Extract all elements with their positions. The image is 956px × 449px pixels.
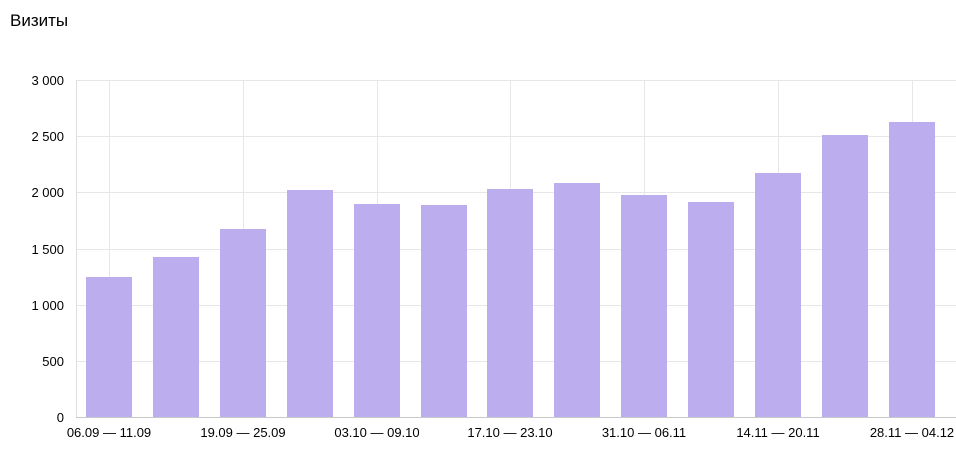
x-axis-tick-label: 03.10 — 09.10 [334, 425, 420, 440]
bar[interactable] [755, 173, 801, 417]
bar[interactable] [354, 204, 400, 417]
bar[interactable] [86, 277, 132, 417]
h-gridline [76, 417, 956, 418]
y-axis-tick-label: 1 500 [31, 242, 64, 257]
bar[interactable] [220, 229, 266, 417]
y-axis-tick-label: 500 [42, 354, 64, 369]
y-axis-tick-label: 2 000 [31, 185, 64, 200]
bar[interactable] [153, 257, 199, 417]
bar[interactable] [688, 202, 734, 417]
bar[interactable] [487, 189, 533, 417]
bar[interactable] [822, 135, 868, 417]
y-axis-tick-label: 1 000 [31, 298, 64, 313]
x-axis-tick-label: 28.11 — 04.12 [869, 425, 955, 440]
x-axis-tick-label: 31.10 — 06.11 [601, 425, 687, 440]
y-axis-tick-label: 3 000 [31, 73, 64, 88]
x-axis-tick-label: 06.09 — 11.09 [66, 425, 152, 440]
bar[interactable] [287, 190, 333, 417]
y-axis-line [76, 80, 77, 417]
y-axis-tick-label: 0 [56, 410, 64, 425]
x-axis-tick-label: 19.09 — 25.09 [200, 425, 286, 440]
bar[interactable] [554, 183, 600, 417]
bar[interactable] [421, 205, 467, 417]
bar[interactable] [621, 195, 667, 417]
x-axis-tick-label: 14.11 — 20.11 [736, 425, 820, 440]
y-axis-tick-label: 2 500 [31, 129, 64, 144]
h-gridline [76, 136, 956, 137]
v-gridline [109, 80, 110, 417]
h-gridline [76, 80, 956, 81]
bar[interactable] [889, 122, 935, 417]
chart-title: Визиты [10, 11, 69, 30]
x-axis-tick-label: 17.10 — 23.10 [467, 425, 553, 440]
